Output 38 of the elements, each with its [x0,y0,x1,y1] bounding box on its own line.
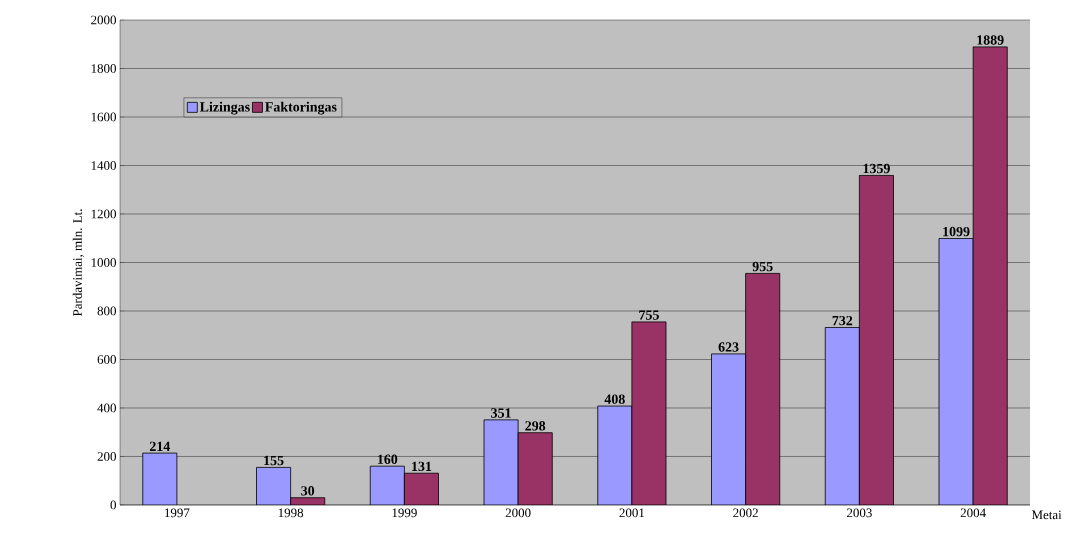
x-axis-title: Metai [1031,510,1062,520]
data-label: 623 [718,342,739,352]
data-label: 30 [301,486,315,496]
legend-label: Lizingas [199,101,250,115]
data-label: 1359 [863,163,890,174]
x-tick-label: 1997 [165,508,190,518]
data-label: 351 [491,408,511,418]
y-axis-title: Pardavimai, mln. Lt. [72,209,84,317]
data-label: 160 [377,454,398,464]
data-label: 155 [264,455,284,466]
y-tick-label: 1600 [91,112,116,122]
data-label: 131 [412,461,432,472]
y-tick-label: 2000 [91,15,116,25]
y-tick-label: 600 [97,355,116,364]
data-label: 298 [525,421,546,431]
data-label: 1099 [943,226,970,237]
y-tick-label: 200 [97,452,116,461]
y-tick-label: 400 [97,403,116,413]
legend-label: Faktoringas [265,101,337,115]
data-label: 408 [604,394,625,404]
x-tick-label: 2002 [733,508,758,518]
data-label: 214 [149,441,171,451]
data-label: 1889 [977,35,1004,45]
data-label: 732 [832,315,853,326]
y-tick-label: 0 [110,500,116,510]
y-tick-label: 1800 [91,64,116,73]
x-tick-label: 2003 [846,508,872,518]
x-tick-label: 2001 [619,508,645,518]
x-tick-label: 1999 [392,508,417,518]
data-label: 755 [639,310,659,320]
x-tick-label: 2004 [960,508,986,518]
data-label: 955 [752,261,773,272]
y-tick-label: 1000 [91,258,116,267]
x-tick-label: 1998 [278,508,304,518]
x-tick-label: 2000 [505,508,531,518]
y-tick-label: 800 [97,306,116,316]
y-tick-label: 1200 [91,209,116,219]
y-tick-label: 1400 [91,161,116,170]
